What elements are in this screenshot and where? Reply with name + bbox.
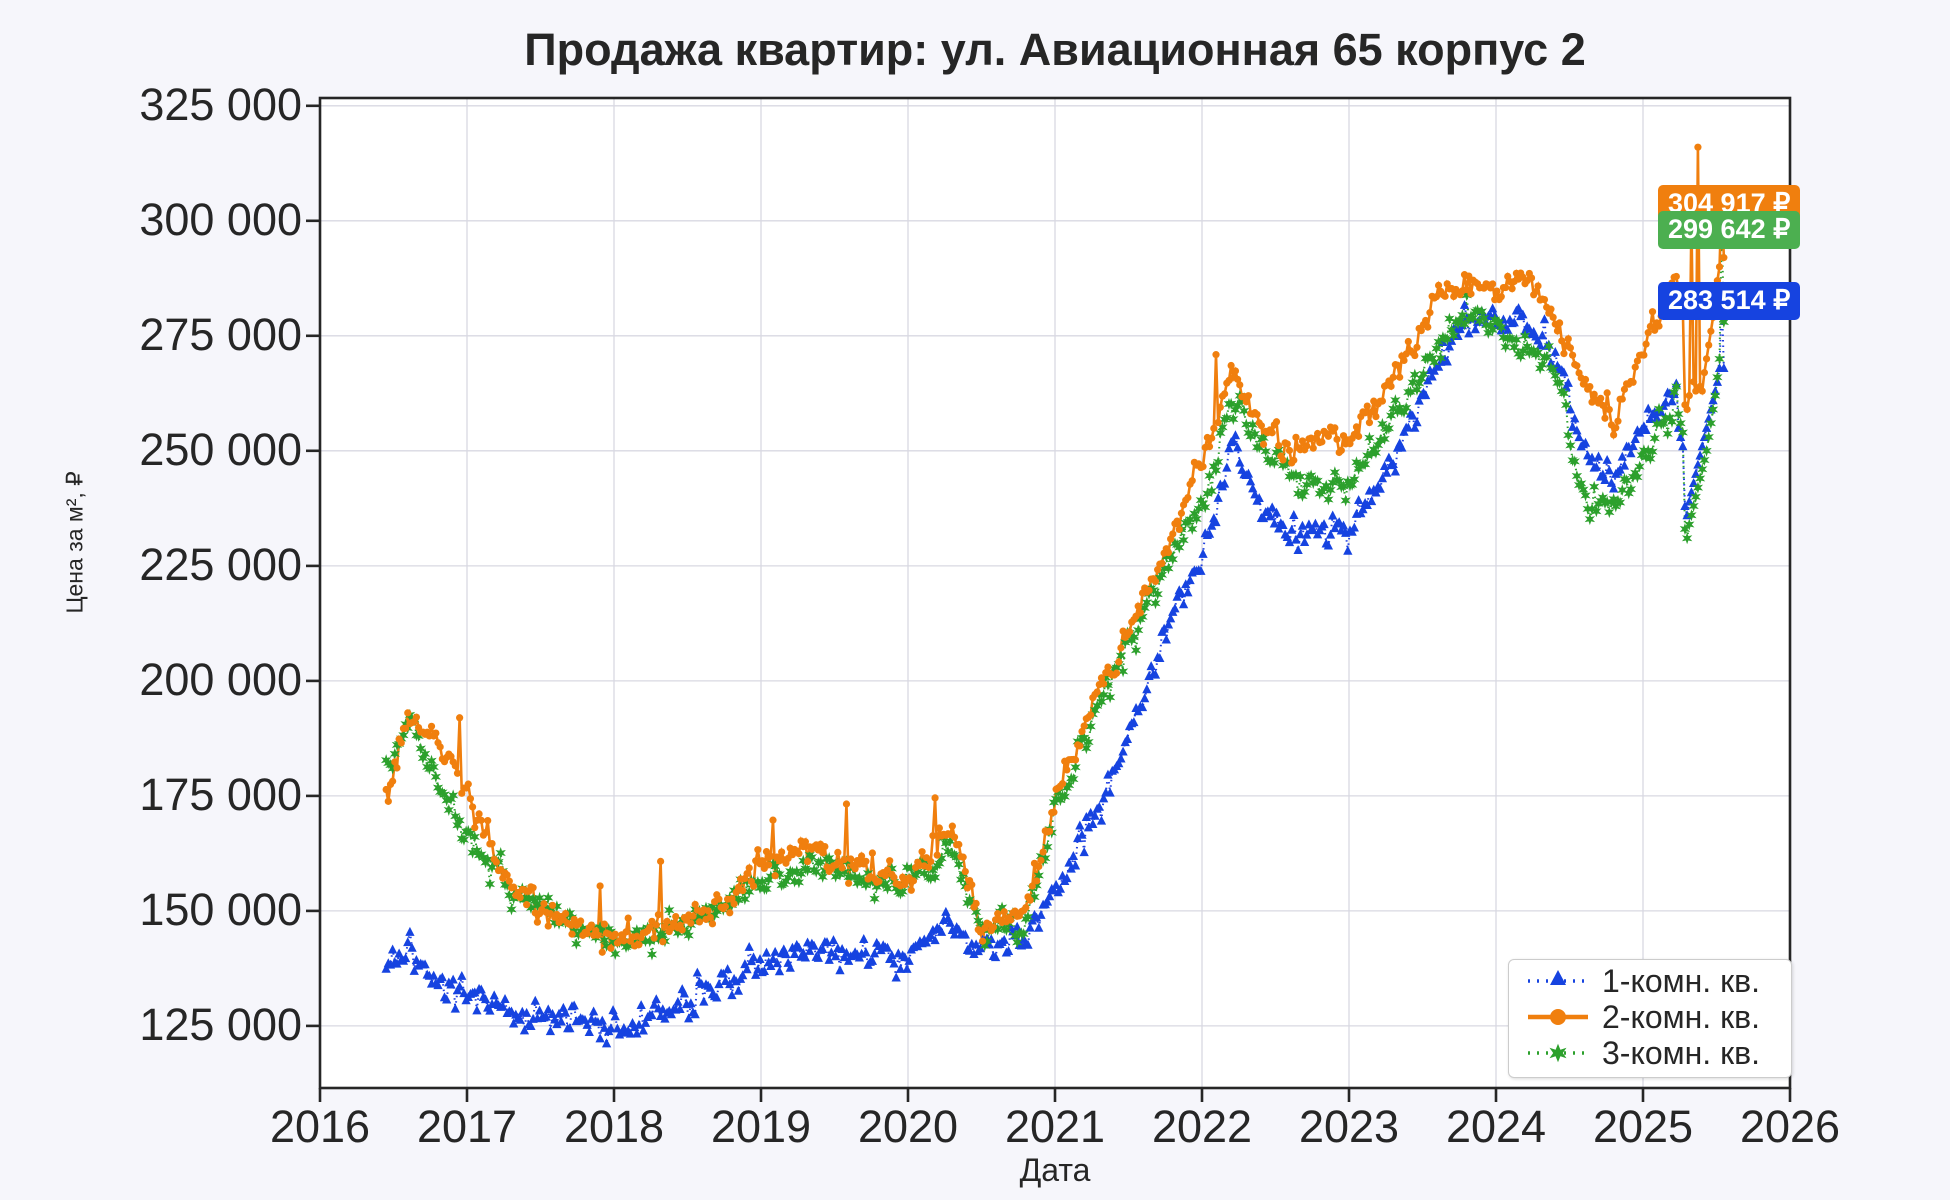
svg-text:2-комн. кв.: 2-комн. кв. [1602,999,1760,1035]
svg-text:2025: 2025 [1593,1101,1693,1152]
svg-text:2022: 2022 [1152,1101,1252,1152]
svg-text:2026: 2026 [1740,1101,1840,1152]
svg-text:2024: 2024 [1446,1101,1546,1152]
svg-text:325 000: 325 000 [139,79,302,130]
svg-text:3-комн. кв.: 3-комн. кв. [1602,1035,1760,1071]
svg-text:225 000: 225 000 [139,539,302,590]
svg-text:125 000: 125 000 [139,999,302,1050]
svg-text:2016: 2016 [270,1101,370,1152]
svg-text:2023: 2023 [1299,1101,1399,1152]
svg-text:275 000: 275 000 [139,309,302,360]
svg-text:2020: 2020 [858,1101,958,1152]
svg-text:300 000: 300 000 [139,194,302,245]
svg-text:2019: 2019 [711,1101,811,1152]
svg-text:150 000: 150 000 [139,884,302,935]
svg-text:1-комн. кв.: 1-комн. кв. [1602,963,1760,999]
svg-text:2017: 2017 [417,1101,517,1152]
svg-text:2018: 2018 [564,1101,664,1152]
svg-text:200 000: 200 000 [139,654,302,705]
svg-text:175 000: 175 000 [139,769,302,820]
svg-text:250 000: 250 000 [139,424,302,475]
svg-text:2021: 2021 [1005,1101,1105,1152]
